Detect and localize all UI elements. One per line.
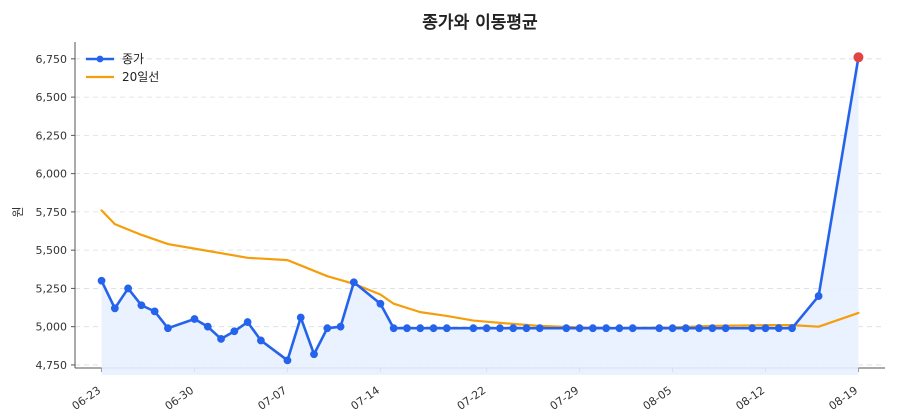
y-tick-label: 5,750 xyxy=(36,206,68,219)
y-tick-label: 5,500 xyxy=(36,244,68,257)
close-price-point xyxy=(668,324,677,333)
close-price-point xyxy=(469,324,478,333)
y-axis-label: 원 xyxy=(11,206,25,217)
close-price-point xyxy=(655,324,664,333)
close-price-point xyxy=(708,324,717,333)
close-price-point xyxy=(429,324,438,333)
y-tick-label: 6,750 xyxy=(36,53,68,66)
close-price-point xyxy=(97,276,106,285)
legend-label-ma20: 20일선 xyxy=(122,70,159,84)
close-price-point xyxy=(788,324,796,333)
x-tick-label: 06-30 xyxy=(163,384,197,413)
close-price-point xyxy=(628,324,637,333)
close-price-point xyxy=(496,324,504,333)
last-close-point xyxy=(853,52,864,63)
close-price-point xyxy=(336,322,345,331)
close-price-point xyxy=(721,324,730,333)
close-price-point xyxy=(575,324,584,333)
close-price-point xyxy=(482,324,491,333)
y-tick-label: 6,250 xyxy=(36,129,68,142)
close-price-point xyxy=(389,324,398,333)
close-price-point xyxy=(203,322,212,331)
x-tick-label: 08-05 xyxy=(641,384,675,413)
data-points xyxy=(97,52,864,365)
close-price-point xyxy=(748,324,757,333)
series-lines xyxy=(100,56,860,362)
close-price-point xyxy=(283,356,292,365)
close-price-point xyxy=(774,324,783,333)
close-price-point xyxy=(535,324,544,333)
close-price-point xyxy=(323,324,332,333)
close-price-point xyxy=(695,324,703,333)
ma20-line xyxy=(100,209,860,330)
x-tick-label: 08-19 xyxy=(827,384,861,413)
legend: 종가 20일선 xyxy=(86,52,159,84)
x-tick-label: 08-12 xyxy=(734,384,768,413)
close-price-point xyxy=(230,327,239,336)
close-price-point xyxy=(217,335,225,343)
close-price-area xyxy=(101,57,859,375)
close-price-point xyxy=(416,324,425,333)
close-price-point xyxy=(761,324,770,333)
x-tick-label: 07-22 xyxy=(455,384,489,413)
y-tick-label: 5,250 xyxy=(36,282,68,295)
y-tick-label: 6,000 xyxy=(36,168,68,181)
close-price-point xyxy=(243,318,252,326)
close-price-line xyxy=(100,56,860,362)
close-price-point xyxy=(442,324,451,333)
close-price-point xyxy=(296,313,305,322)
close-price-point xyxy=(124,284,133,293)
area-fill xyxy=(101,57,859,375)
close-price-point xyxy=(403,324,411,333)
close-price-point xyxy=(509,324,518,333)
close-price-point xyxy=(257,336,265,345)
close-price-point xyxy=(376,299,385,308)
close-price-point xyxy=(602,324,611,333)
close-price-point xyxy=(562,324,571,333)
close-price-point xyxy=(814,292,823,300)
x-tick-label: 07-07 xyxy=(256,384,290,413)
y-tick-label: 4,750 xyxy=(36,359,68,372)
close-price-point xyxy=(615,324,624,333)
close-price-point xyxy=(588,324,597,333)
legend-label-close: 종가 xyxy=(122,52,144,66)
legend-marker-close xyxy=(96,55,104,63)
x-tick-label: 07-14 xyxy=(348,384,382,413)
x-tick-label: 07-29 xyxy=(548,384,582,413)
y-tick-label: 5,000 xyxy=(36,321,68,334)
close-price-point xyxy=(110,304,119,313)
close-price-point xyxy=(522,324,531,333)
close-price-point xyxy=(164,324,172,333)
close-price-point xyxy=(349,278,358,287)
x-tick-label: 06-23 xyxy=(70,384,104,413)
close-price-point xyxy=(310,350,318,359)
chart-title: 종가와 이동평균 xyxy=(422,13,538,33)
close-price-point xyxy=(137,301,146,310)
y-tick-label: 6,500 xyxy=(36,91,68,104)
close-price-point xyxy=(150,307,159,316)
close-price-point xyxy=(190,315,199,323)
close-price-point xyxy=(681,324,690,333)
